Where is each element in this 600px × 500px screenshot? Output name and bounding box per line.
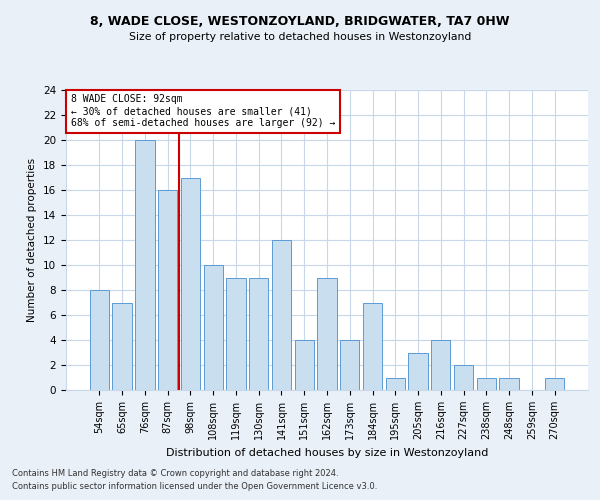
Bar: [90, 290, 109, 390]
Text: 8 WADE CLOSE: 92sqm
← 30% of detached houses are smaller (41)
68% of semi-detach: 8 WADE CLOSE: 92sqm ← 30% of detached ho…: [71, 94, 335, 128]
Bar: [203, 265, 223, 390]
Text: Size of property relative to detached houses in Westonzoyland: Size of property relative to detached ho…: [129, 32, 471, 42]
Bar: [340, 340, 359, 390]
Text: 8, WADE CLOSE, WESTONZOYLAND, BRIDGWATER, TA7 0HW: 8, WADE CLOSE, WESTONZOYLAND, BRIDGWATER…: [90, 15, 510, 28]
Bar: [158, 190, 178, 390]
Bar: [181, 178, 200, 390]
Bar: [295, 340, 314, 390]
Bar: [454, 365, 473, 390]
Bar: [363, 302, 382, 390]
Bar: [317, 278, 337, 390]
Bar: [431, 340, 451, 390]
Text: Contains HM Land Registry data © Crown copyright and database right 2024.: Contains HM Land Registry data © Crown c…: [12, 468, 338, 477]
Bar: [409, 352, 428, 390]
Bar: [476, 378, 496, 390]
Bar: [226, 278, 245, 390]
Bar: [112, 302, 132, 390]
Y-axis label: Number of detached properties: Number of detached properties: [28, 158, 37, 322]
X-axis label: Distribution of detached houses by size in Westonzoyland: Distribution of detached houses by size …: [166, 448, 488, 458]
Bar: [249, 278, 268, 390]
Bar: [272, 240, 291, 390]
Text: Contains public sector information licensed under the Open Government Licence v3: Contains public sector information licen…: [12, 482, 377, 491]
Bar: [135, 140, 155, 390]
Bar: [386, 378, 405, 390]
Bar: [499, 378, 519, 390]
Bar: [545, 378, 564, 390]
